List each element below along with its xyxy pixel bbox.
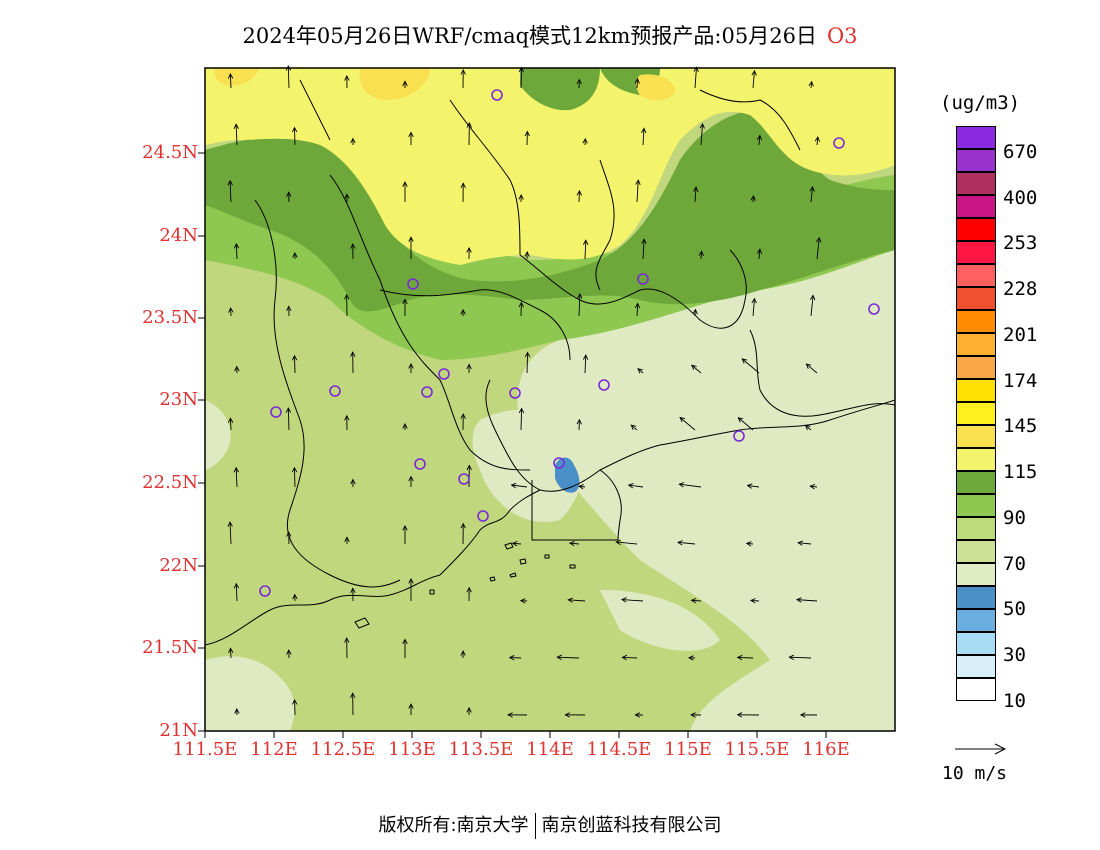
- legend-color-box: [956, 632, 996, 655]
- legend-color-box: [956, 494, 996, 517]
- legend-color-box: [956, 172, 996, 195]
- copyright-right: 南京创蓝科技有限公司: [542, 815, 722, 836]
- lat-label-22-5: 22.5N: [118, 472, 198, 493]
- legend-label-90: 90: [1003, 507, 1026, 529]
- legend-color-box: [956, 471, 996, 494]
- legend-color-box: [956, 540, 996, 563]
- lon-label-116: 116E: [786, 739, 866, 760]
- legend-label-10: 10: [1003, 690, 1026, 712]
- legend-label-228: 228: [1003, 278, 1037, 300]
- lat-label-22: 22N: [118, 555, 198, 576]
- lon-label-114-5: 114.5E: [579, 739, 659, 760]
- wind-reference-arrow-icon: [955, 744, 1005, 754]
- legend-color-box: [956, 609, 996, 632]
- legend-color-box: [956, 333, 996, 356]
- legend-color-box: [956, 448, 996, 471]
- lat-label-23: 23N: [118, 389, 198, 410]
- copyright-footer: 版权所有:南京大学 南京创蓝科技有限公司: [0, 811, 1100, 839]
- legend-label-50: 50: [1003, 598, 1026, 620]
- legend-label-174: 174: [1003, 370, 1037, 392]
- lon-label-112: 112E: [234, 739, 314, 760]
- legend-color-box: [956, 310, 996, 333]
- legend-color-box: [956, 195, 996, 218]
- copyright-left: 版权所有:南京大学: [378, 815, 528, 836]
- wind-reference-label: 10 m/s: [942, 763, 1007, 784]
- legend-label-670: 670: [1003, 141, 1037, 163]
- lon-label-115-5: 115.5E: [717, 739, 797, 760]
- legend-color-box: [956, 517, 996, 540]
- legend-label-253: 253: [1003, 232, 1037, 254]
- legend-label-400: 400: [1003, 187, 1037, 209]
- legend-color-box: [956, 356, 996, 379]
- lat-label-21: 21N: [118, 720, 198, 741]
- legend-label-30: 30: [1003, 644, 1026, 666]
- concentration-field: [205, 68, 895, 731]
- lat-label-23-5: 23.5N: [118, 307, 198, 328]
- legend-label-145: 145: [1003, 415, 1037, 437]
- legend-color-box: [956, 241, 996, 264]
- lon-label-115: 115E: [648, 739, 728, 760]
- lon-label-114: 114E: [510, 739, 590, 760]
- legend-label-70: 70: [1003, 553, 1026, 575]
- legend-unit: (ug/m3): [940, 92, 1020, 114]
- lon-label-111-5: 111.5E: [165, 739, 245, 760]
- lat-label-21-5: 21.5N: [118, 637, 198, 658]
- lat-label-24: 24N: [118, 225, 198, 246]
- legend-color-box: [956, 287, 996, 310]
- legend-color-box: [956, 586, 996, 609]
- legend-label-115: 115: [1003, 461, 1037, 483]
- legend-color-box: [956, 379, 996, 402]
- legend-color-box: [956, 563, 996, 586]
- legend-label-201: 201: [1003, 324, 1037, 346]
- legend-color-box: [956, 264, 996, 287]
- legend-color-box: [956, 218, 996, 241]
- lat-label-24-5: 24.5N: [118, 142, 198, 163]
- legend-color-box: [956, 425, 996, 448]
- lon-label-113-5: 113.5E: [441, 739, 521, 760]
- legend-color-box: [956, 678, 996, 701]
- lon-label-113: 113E: [372, 739, 452, 760]
- footer-separator: [535, 813, 536, 839]
- lon-label-112-5: 112.5E: [303, 739, 383, 760]
- legend-color-box: [956, 149, 996, 172]
- legend-color-box: [956, 655, 996, 678]
- legend-color-box: [956, 126, 996, 149]
- legend-color-box: [956, 402, 996, 425]
